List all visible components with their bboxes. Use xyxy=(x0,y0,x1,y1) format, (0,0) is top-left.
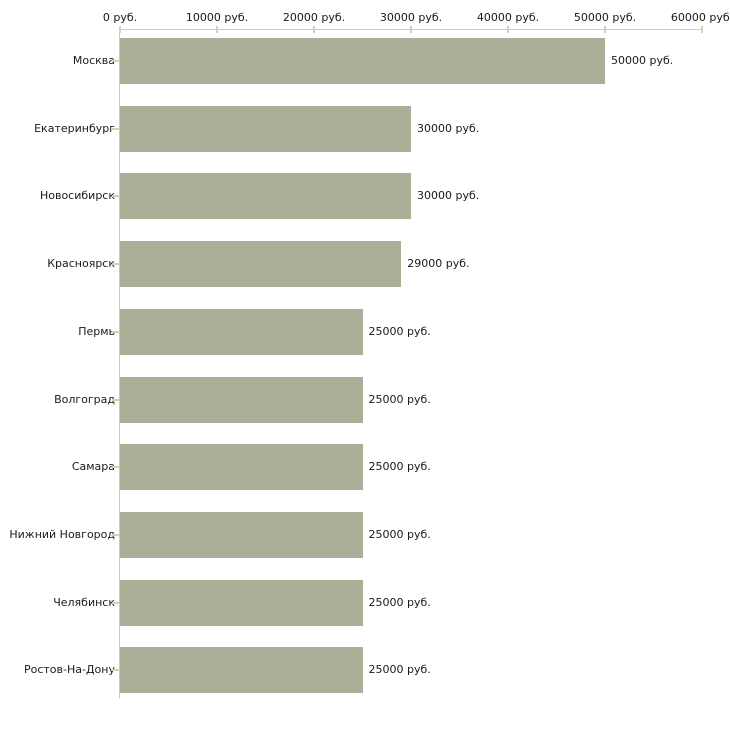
bar xyxy=(120,105,411,152)
category-label: Ростов-На-Дону xyxy=(23,663,115,677)
x-tick-mark xyxy=(410,26,412,33)
bar-value-label: 50000 руб. xyxy=(611,54,674,67)
category-label: Пермь xyxy=(78,324,115,338)
bar xyxy=(120,579,363,626)
bar xyxy=(120,173,411,220)
y-tick-mark xyxy=(112,330,119,333)
y-tick-mark xyxy=(112,669,119,672)
x-axis-tick-label: 50000 руб. xyxy=(573,11,637,24)
x-axis-tick-label: 10000 руб. xyxy=(185,11,249,24)
y-tick-mark xyxy=(112,601,119,604)
y-tick-mark xyxy=(112,60,119,62)
x-tick-mark xyxy=(507,26,509,33)
x-axis-tick-label: 0 руб. xyxy=(102,11,138,24)
bar xyxy=(120,647,363,694)
x-axis-tick-label: 30000 руб. xyxy=(379,11,443,24)
bar-value-label: 30000 руб. xyxy=(417,121,480,135)
y-tick-mark xyxy=(112,263,119,266)
x-tick-mark xyxy=(604,26,606,33)
x-axis-tick-label: 60000 руб. xyxy=(670,11,730,24)
x-tick-mark xyxy=(119,26,121,33)
category-label: Москва xyxy=(72,54,115,67)
category-label: Самара xyxy=(71,460,115,474)
bar xyxy=(120,511,363,558)
bar xyxy=(120,241,402,288)
bar xyxy=(120,38,605,84)
category-label: Красноярск xyxy=(47,257,115,271)
bar-value-label: 25000 руб. xyxy=(368,663,431,677)
bar xyxy=(120,308,363,355)
x-tick-mark xyxy=(216,26,218,33)
y-tick-mark xyxy=(112,466,119,469)
y-axis-line xyxy=(119,29,120,698)
bar-value-label: 25000 руб. xyxy=(368,324,431,338)
category-label: Волгоград xyxy=(54,392,115,406)
bar-value-label: 25000 руб. xyxy=(368,460,431,474)
bar-value-label: 25000 руб. xyxy=(368,595,431,609)
y-tick-mark xyxy=(112,195,119,198)
bar-value-label: 25000 руб. xyxy=(368,527,431,541)
bar xyxy=(120,444,363,491)
y-tick-mark xyxy=(112,533,119,536)
y-tick-mark xyxy=(112,127,119,130)
bar-value-label: 29000 руб. xyxy=(407,257,470,271)
x-tick-mark xyxy=(701,26,703,33)
category-label: Челябинск xyxy=(53,595,115,609)
x-axis-tick-label: 40000 руб. xyxy=(476,11,540,24)
x-axis-tick-label: 20000 руб. xyxy=(282,11,346,24)
x-tick-mark xyxy=(313,26,315,33)
category-label: Екатеринбург xyxy=(34,121,115,135)
bar-value-label: 25000 руб. xyxy=(368,392,431,406)
category-label: Новосибирск xyxy=(39,189,115,203)
bar-value-label: 30000 руб. xyxy=(417,189,480,203)
y-tick-mark xyxy=(112,398,119,401)
bar xyxy=(120,376,363,423)
category-label: Нижний Новгород xyxy=(9,527,115,541)
